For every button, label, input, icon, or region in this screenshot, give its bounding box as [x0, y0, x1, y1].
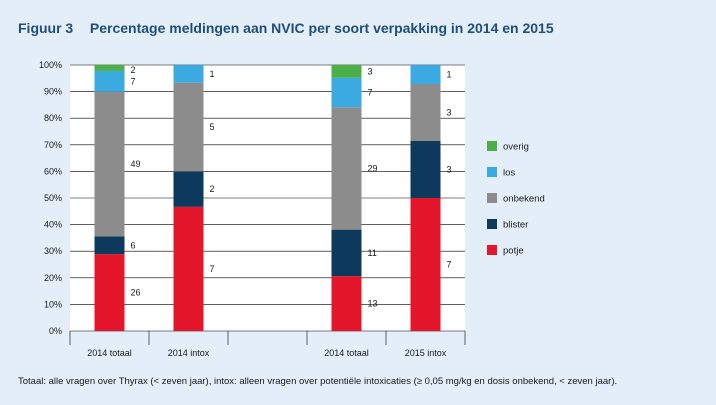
data-label: 7 [210, 264, 215, 274]
x-tick-label: 2014 totaal [324, 348, 369, 358]
footnote: Totaal: alle vragen over Thyrax (< zeven… [18, 376, 618, 387]
legend-label-potje: potje [503, 246, 524, 257]
data-label: 29 [368, 163, 378, 173]
data-label: 13 [368, 299, 378, 309]
y-tick-label: 10% [44, 299, 62, 309]
bar-segment-overig [94, 65, 125, 71]
bar-segment-potje [331, 276, 362, 331]
bar-segment-potje [94, 254, 125, 331]
bar-segment-los [331, 77, 362, 108]
bar-segment-blister [331, 229, 362, 277]
legend-label-blister: blister [503, 220, 528, 231]
data-label: 1 [210, 69, 215, 79]
y-tick-label: 80% [44, 113, 62, 123]
data-label: 11 [368, 248, 377, 258]
bar-segment-los [410, 65, 441, 84]
bar-segment-onbekend [331, 107, 362, 230]
x-tick-label: 2014 totaal [87, 348, 132, 358]
legend-label-onbekend: onbekend [503, 194, 545, 205]
legend-label-overig: overig [503, 142, 529, 153]
bar-segment-blister [410, 141, 441, 198]
data-label: 26 [131, 288, 141, 298]
data-label: 7 [447, 260, 452, 270]
legend-swatch-los [487, 167, 497, 177]
bar-segment-overig [331, 65, 362, 78]
legend-swatch-overig [487, 141, 497, 151]
data-label: 5 [210, 122, 215, 132]
bar-segment-onbekend [410, 84, 441, 141]
y-tick-label: 70% [44, 140, 62, 150]
y-tick-label: 50% [44, 193, 62, 203]
bar-segment-blister [173, 171, 204, 207]
data-label: 6 [131, 240, 136, 250]
bar-segment-onbekend [173, 82, 204, 172]
legend-swatch-potje [487, 245, 497, 255]
data-label: 7 [368, 87, 373, 97]
bar-segment-onbekend [94, 91, 125, 237]
y-tick-label: 90% [44, 87, 62, 97]
y-tick-label: 20% [44, 273, 62, 283]
legend-swatch-blister [487, 219, 497, 229]
bar-segment-potje [173, 206, 204, 331]
x-tick-label: 2015 intox [405, 348, 447, 358]
legend-swatch-onbekend [487, 193, 497, 203]
data-label: 1 [447, 70, 452, 80]
bar-segment-potje [410, 198, 441, 331]
data-label: 3 [447, 108, 452, 118]
y-tick-label: 30% [44, 246, 62, 256]
data-label: 3 [368, 66, 373, 76]
y-tick-label: 60% [44, 166, 62, 176]
bar-segment-blister [94, 236, 125, 255]
y-tick-label: 40% [44, 220, 62, 230]
chart-title: Percentage meldingen aan NVIC per soort … [89, 20, 554, 36]
data-label: 2 [210, 184, 215, 194]
data-label: 2 [131, 65, 136, 75]
data-label: 49 [131, 159, 141, 169]
legend-label-los: los [503, 168, 515, 179]
data-label: 7 [131, 76, 136, 86]
y-tick-label: 0% [49, 326, 62, 336]
figure-title: Figuur 3 Percentage meldingen aan NVIC p… [18, 20, 554, 36]
bar-segment-los [173, 65, 204, 83]
data-label: 3 [447, 165, 452, 175]
figure-label: Figuur 3 [18, 20, 74, 36]
y-tick-label: 100% [39, 60, 62, 70]
x-tick-label: 2014 intox [168, 348, 210, 358]
bar-segment-los [94, 70, 125, 92]
